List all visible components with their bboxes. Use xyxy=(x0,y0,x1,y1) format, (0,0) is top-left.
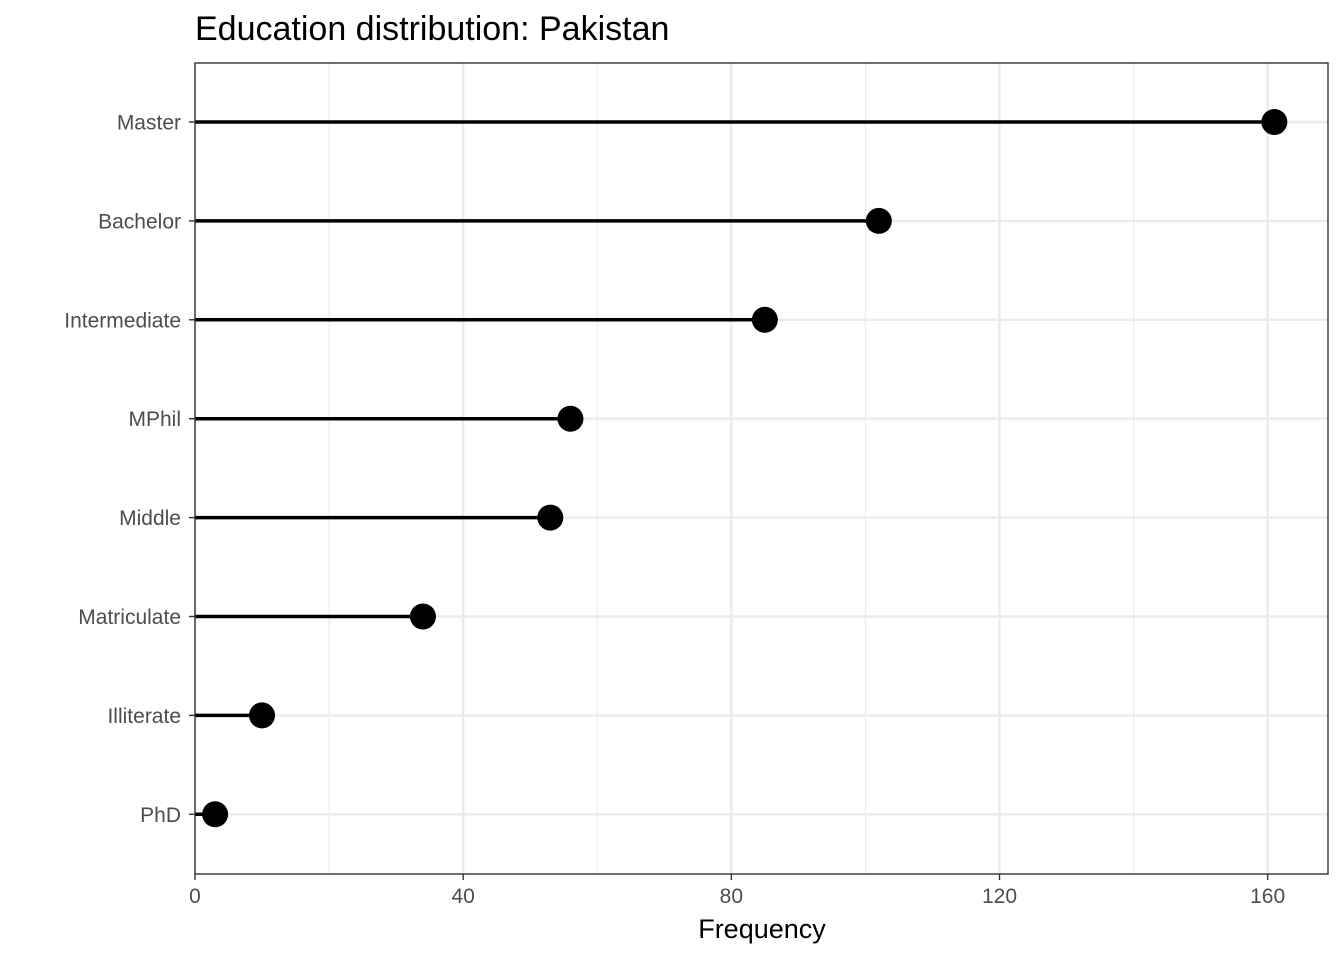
y-tick-label: Intermediate xyxy=(64,309,181,332)
lollipop-point xyxy=(1261,109,1288,135)
data-marks xyxy=(195,109,1288,828)
panel-border xyxy=(194,62,1329,875)
y-tick-label: Illiterate xyxy=(107,705,181,728)
y-tick-label: Middle xyxy=(119,507,181,530)
x-axis: 0 40 80 120 160 xyxy=(189,874,1285,908)
lollipop-point xyxy=(409,603,436,630)
lollipop-point xyxy=(249,702,276,729)
x-tick-label: 160 xyxy=(1250,885,1285,908)
lollipop-point xyxy=(865,207,892,234)
y-tick-label: Master xyxy=(117,112,181,135)
y-tick-label: Matriculate xyxy=(78,606,181,629)
lollipop-point xyxy=(202,801,229,828)
x-tick-label: 80 xyxy=(720,885,743,908)
grid-lines xyxy=(193,63,1328,874)
y-tick-label: Bachelor xyxy=(98,210,181,233)
lollipop-point xyxy=(751,306,778,333)
lollipop-point xyxy=(537,504,564,531)
chart-title: Education distribution: Pakistan xyxy=(195,10,669,48)
x-axis-label: Frequency xyxy=(698,914,826,944)
x-tick-label: 120 xyxy=(982,885,1017,908)
y-tick-label: PhD xyxy=(140,804,181,827)
x-tick-label: 40 xyxy=(451,885,474,908)
y-tick-label: MPhil xyxy=(128,408,181,431)
x-tick-label: 0 xyxy=(189,885,201,908)
lollipop-point xyxy=(557,405,584,432)
y-axis: Master Bachelor Intermediate MPhil Middle Mat… xyxy=(64,112,195,827)
